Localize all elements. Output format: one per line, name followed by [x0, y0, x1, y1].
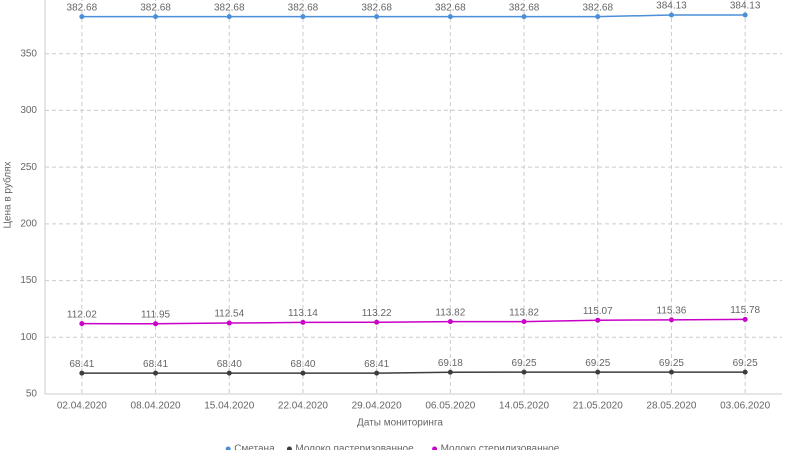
legend-label: Молоко стерилизованное: [441, 444, 560, 450]
point: [742, 369, 748, 375]
point: [226, 14, 232, 20]
y-tick-label: 400: [20, 0, 37, 3]
value-label: 384.13: [730, 1, 761, 12]
value-label: 113.14: [288, 308, 318, 319]
x-axis-label: Даты мониторинга: [357, 418, 443, 429]
value-label: 115.36: [657, 306, 687, 317]
x-tick-label: 14.05.2020: [499, 401, 549, 412]
x-tick-label: 29.04.2020: [352, 401, 402, 412]
point: [153, 370, 159, 376]
y-tick-label: 250: [20, 162, 37, 173]
point: [153, 321, 159, 327]
point: [153, 14, 159, 20]
point: [447, 14, 453, 20]
value-label: 382.68: [67, 2, 98, 13]
point: [521, 369, 527, 375]
value-label: 115.78: [730, 305, 760, 316]
point: [595, 317, 601, 323]
point: [300, 319, 306, 325]
value-label: 112.54: [214, 309, 244, 320]
point: [521, 319, 527, 325]
point: [374, 14, 380, 20]
value-label: 382.68: [140, 2, 171, 13]
value-label: 69.25: [733, 358, 758, 369]
point: [668, 12, 674, 18]
value-label: 113.82: [435, 307, 465, 318]
value-label: 382.68: [509, 2, 540, 13]
x-tick-label: 21.05.2020: [573, 401, 623, 412]
value-label: 382.68: [582, 2, 613, 13]
y-tick-label: 200: [20, 218, 37, 229]
x-tick-label: 28.05.2020: [646, 401, 696, 412]
point: [742, 316, 748, 322]
point: [595, 369, 601, 375]
point: [79, 370, 85, 376]
value-label: 69.25: [512, 358, 537, 369]
value-label: 382.68: [361, 2, 392, 13]
point: [447, 369, 453, 375]
y-tick-label: 100: [20, 332, 37, 343]
point: [79, 321, 85, 327]
point: [79, 14, 85, 20]
value-label: 113.82: [509, 307, 539, 318]
x-tick-label: 03.06.2020: [720, 401, 770, 412]
x-tick-label: 02.04.2020: [57, 401, 107, 412]
y-tick-label: 350: [20, 48, 37, 59]
point: [668, 317, 674, 323]
value-label: 384.13: [656, 1, 687, 12]
value-label: 111.95: [141, 309, 171, 320]
value-label: 115.07: [583, 306, 613, 317]
point: [226, 370, 232, 376]
x-tick-label: 15.04.2020: [204, 401, 254, 412]
value-label: 382.68: [288, 2, 319, 13]
value-label: 68.41: [364, 359, 389, 370]
value-label: 68.41: [69, 359, 94, 370]
x-tick-label: 08.04.2020: [131, 401, 181, 412]
point: [300, 14, 306, 20]
legend-marker: [225, 446, 231, 450]
y-tick-label: 150: [20, 275, 37, 286]
legend-label: Сметана: [234, 444, 275, 450]
y-tick-label: 50: [26, 389, 38, 400]
value-label: 112.02: [67, 309, 97, 320]
value-label: 382.68: [435, 2, 466, 13]
point: [300, 370, 306, 376]
point: [226, 320, 232, 326]
point: [447, 319, 453, 325]
point: [521, 14, 527, 20]
series-line: [81, 371, 746, 374]
point: [742, 12, 748, 18]
legend-label: Молоко пастеризованное: [295, 444, 414, 450]
value-label: 69.25: [585, 358, 610, 369]
value-label: 69.18: [438, 358, 463, 369]
x-tick-label: 22.04.2020: [278, 401, 328, 412]
point: [668, 369, 674, 375]
point: [374, 319, 380, 325]
series-line: [81, 14, 746, 18]
y-tick-label: 300: [20, 105, 37, 116]
x-tick-label: 06.05.2020: [425, 401, 475, 412]
legend-marker: [286, 446, 292, 450]
legend-marker: [432, 446, 438, 450]
value-label: 113.22: [362, 308, 392, 319]
value-label: 68.40: [217, 359, 242, 370]
value-label: 68.41: [143, 359, 168, 370]
value-label: 382.68: [214, 2, 245, 13]
y-axis-label: Цена в рублях: [2, 161, 14, 228]
point: [374, 370, 380, 376]
series-line: [81, 318, 746, 325]
value-label: 69.25: [659, 358, 684, 369]
value-label: 68.40: [290, 359, 315, 370]
point: [595, 14, 601, 20]
